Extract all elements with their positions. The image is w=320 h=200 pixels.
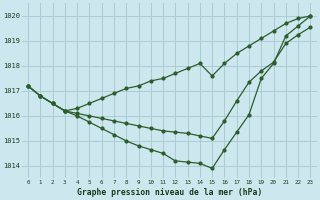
X-axis label: Graphe pression niveau de la mer (hPa): Graphe pression niveau de la mer (hPa) xyxy=(76,188,262,197)
